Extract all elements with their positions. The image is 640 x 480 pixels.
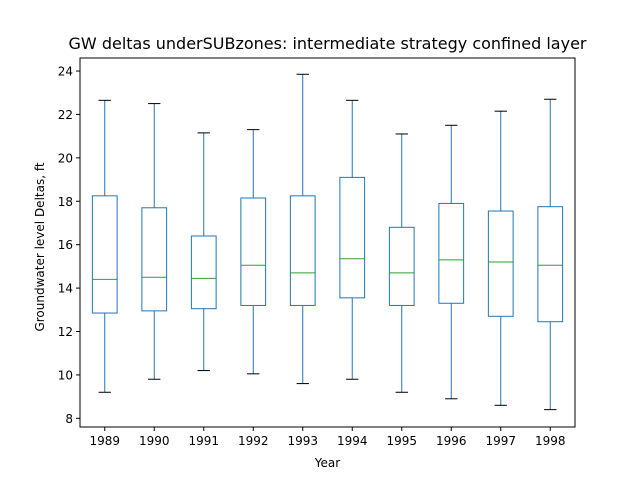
iqr-box	[537, 206, 564, 323]
plot-area	[91, 73, 564, 411]
iqr-box	[388, 226, 415, 306]
chart-title: GW deltas underSUBzones: intermediate st…	[69, 34, 587, 53]
iqr-box	[91, 195, 118, 314]
x-tick-label: 1998	[535, 434, 566, 448]
y-tick-label: 22	[58, 108, 73, 122]
y-tick-label: 14	[58, 282, 73, 296]
x-tick-label: 1992	[238, 434, 269, 448]
y-tick-label: 18	[58, 195, 73, 209]
iqr-box	[141, 207, 168, 312]
x-axis-label: Year	[314, 456, 340, 470]
box-group-1989	[91, 99, 118, 393]
y-tick-label: 24	[58, 65, 73, 79]
iqr-box	[438, 202, 465, 304]
x-tick-label: 1995	[386, 434, 417, 448]
x-tick-label: 1994	[337, 434, 368, 448]
box-group-1995	[388, 133, 415, 393]
iqr-box	[190, 235, 217, 310]
y-tick-label: 10	[58, 368, 73, 382]
x-tick-label: 1993	[287, 434, 318, 448]
iqr-box	[339, 176, 366, 299]
y-tick-label: 16	[58, 238, 73, 252]
y-tick-label: 20	[58, 151, 73, 165]
x-tick-label: 1989	[89, 434, 120, 448]
iqr-box	[289, 195, 316, 306]
y-axis-label: Groundwater level Deltas, ft	[33, 162, 47, 331]
box-group-1998	[537, 98, 564, 411]
box-group-1991	[190, 132, 217, 372]
x-tick-label: 1997	[485, 434, 516, 448]
y-tick-label: 8	[65, 412, 73, 426]
axes: 8 10 12 14 16 18 20 22 24 1989 1990 1991 1992 1993 199…	[58, 57, 576, 448]
y-tick-label: 12	[58, 325, 73, 339]
box-group-1997	[487, 110, 514, 406]
iqr-box	[487, 210, 514, 317]
box-group-1994	[339, 99, 366, 380]
x-tick-label: 1996	[436, 434, 467, 448]
x-tick-label: 1991	[188, 434, 219, 448]
x-tick-label: 1990	[139, 434, 170, 448]
box-group-1992	[240, 129, 267, 375]
box-group-1996	[438, 124, 465, 400]
box-group-1990	[141, 103, 168, 380]
axes-frame	[79, 57, 576, 428]
box-group-1993	[289, 73, 316, 385]
iqr-box	[240, 197, 267, 306]
